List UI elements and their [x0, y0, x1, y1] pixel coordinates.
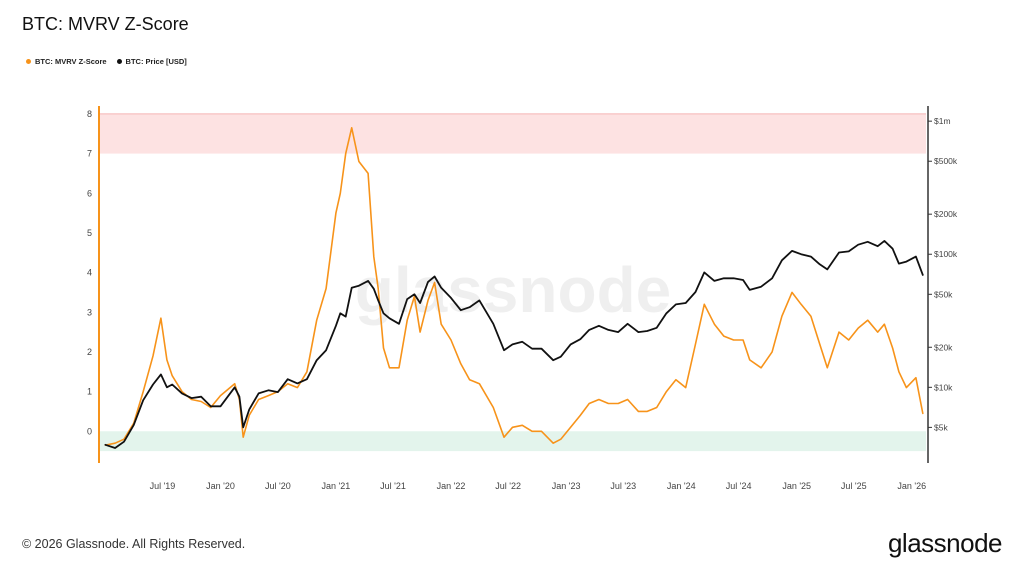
legend-label-zscore: BTC: MVRV Z-Score	[35, 57, 107, 66]
band-overvalued	[100, 113, 926, 154]
y-left-tick-label: 7	[87, 149, 92, 159]
chart-title: BTC: MVRV Z-Score	[22, 14, 189, 34]
legend-dot-price	[116, 59, 122, 64]
x-tick-label: Jan '25	[782, 481, 811, 491]
legend: BTC: MVRV Z-Score BTC: Price [USD]	[26, 57, 187, 66]
y-left-tick-label: 6	[87, 188, 92, 198]
legend-item-price[interactable]: BTC: Price [USD]	[116, 57, 187, 66]
y-left-tick-label: 2	[87, 347, 92, 357]
y-left-tick-label: 5	[87, 228, 92, 238]
y-left-tick-label: 4	[87, 268, 92, 278]
legend-label-price: BTC: Price [USD]	[125, 57, 187, 66]
x-tick-label: Jan '20	[206, 481, 235, 491]
band-undervalued	[100, 431, 926, 452]
y-right-tick-label: $100k	[934, 249, 958, 259]
x-tick-label: Jan '23	[552, 481, 581, 491]
x-tick-label: Jul '20	[265, 481, 291, 491]
y-right-tick-label: $1m	[934, 116, 951, 126]
watermark: glassnode	[355, 254, 672, 326]
x-tick-label: Jul '22	[495, 481, 521, 491]
y-right-tick-label: $20k	[934, 342, 953, 352]
y-right-tick-label: $500k	[934, 156, 958, 166]
x-tick-label: Jan '24	[667, 481, 696, 491]
chart-area[interactable]: glassnode 0 1 2 3 4 5 6 7 8 $5k $10k $20k $50k $100k $2…	[0, 0, 1024, 520]
y-left-tick-label: 8	[87, 109, 92, 119]
x-tick-label: Jul '25	[841, 481, 867, 491]
x-tick-label: Jul '23	[610, 481, 636, 491]
x-tick-label: Jan '21	[322, 481, 351, 491]
y-right-tick-label: $10k	[934, 382, 953, 392]
x-tick-label: Jul '21	[380, 481, 406, 491]
series-line-price[interactable]	[104, 239, 924, 449]
legend-item-zscore[interactable]: BTC: MVRV Z-Score	[26, 57, 107, 66]
y-right-tick-label: $200k	[934, 209, 958, 219]
x-tick-label: Jan '26	[897, 481, 926, 491]
legend-dot-zscore	[26, 59, 31, 64]
x-tick-label: Jan '22	[437, 481, 466, 491]
y-left-tick-label: 0	[87, 426, 92, 436]
copyright-footer: © 2026 Glassnode. All Rights Reserved.	[22, 537, 246, 551]
y-right-tick-label: $50k	[934, 289, 953, 299]
y-left-tick-label: 3	[87, 307, 92, 317]
y-right-tick-label: $5k	[934, 422, 948, 432]
x-tick-label: Jul '24	[726, 481, 752, 491]
y-left-tick-label: 1	[87, 387, 92, 397]
x-tick-label: Jul '19	[150, 481, 176, 491]
brand-logo: glassnode	[887, 528, 1003, 558]
